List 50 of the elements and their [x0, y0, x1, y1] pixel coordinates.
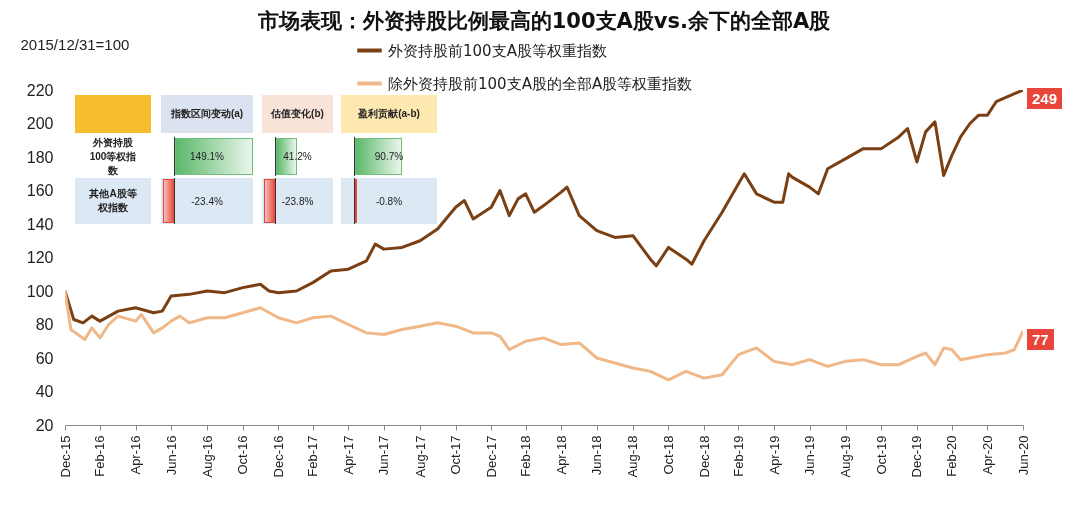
x-tick-label: Feb-17	[305, 435, 321, 477]
x-tick-label: Apr-16	[128, 435, 144, 475]
y-tick-label: 140	[26, 215, 54, 233]
x-tick-label: Dec-15	[57, 435, 73, 478]
x-tick-label: Aug-17	[412, 435, 428, 478]
x-tick-label: Apr-18	[553, 435, 569, 475]
x-tick-label: Jun-17	[376, 435, 392, 476]
annotation: 149.1%	[189, 150, 225, 164]
legend-label: 除外资持股前100支A股的全部A股等权重指数	[388, 74, 693, 93]
legend-label: 外资持股前100支A股等权重指数	[388, 41, 607, 60]
x-tick-label: Oct-16	[235, 435, 251, 475]
y-tick-label: 100	[26, 282, 54, 300]
x-tick-label: Oct-19	[873, 435, 889, 475]
x-tick-label: Feb-19	[730, 435, 746, 477]
x-tick-label: Jun-20	[1015, 435, 1031, 476]
x-tick-label: Dec-19	[909, 435, 925, 478]
y-axis-title: 2015/12/31=100	[20, 35, 130, 53]
x-tick-label: Dec-17	[483, 435, 499, 478]
x-tick-label: Oct-17	[448, 435, 464, 475]
x-tick-label: Aug-16	[199, 435, 215, 478]
x-tick-label: Dec-16	[270, 435, 286, 478]
y-tick-label: 60	[35, 349, 54, 367]
x-tick-label: Feb-16	[92, 435, 108, 477]
x-tick-label: Jun-16	[163, 435, 179, 476]
text: 249	[1027, 88, 1063, 109]
x-tick-label: Aug-19	[838, 435, 854, 478]
y-tick-label: 20	[35, 416, 54, 434]
x-tick-label: Dec-18	[696, 435, 712, 478]
line-series	[65, 289, 1023, 382]
y-tick-label: 120	[26, 249, 54, 266]
annotation: 90.7%	[373, 150, 405, 164]
y-tick-label: 180	[26, 148, 54, 166]
annotation: 外资持股100等权指数	[88, 136, 138, 176]
x-tick-label: Feb-20	[944, 435, 960, 477]
chart-title: 市场表现：外资持股比例最高的100支A股vs.余下的全部A股	[256, 9, 832, 33]
x-tick-label: Oct-18	[660, 435, 676, 475]
line-series	[65, 90, 1023, 325]
y-tick-label: 80	[35, 316, 54, 333]
y-tick-label: 220	[26, 81, 54, 99]
y-tick-label: 40	[35, 383, 54, 400]
text: 77	[1027, 329, 1054, 351]
x-tick-label: Jun-18	[589, 435, 605, 476]
x-tick-label: Apr-19	[766, 435, 782, 475]
x-tick-label: Aug-18	[625, 435, 641, 478]
y-tick-label: 200	[26, 115, 54, 132]
x-tick-label: Apr-17	[340, 435, 356, 475]
y-tick-label: 160	[26, 182, 54, 199]
x-tick-label: Apr-20	[979, 435, 995, 475]
x-tick-label: Feb-18	[518, 435, 534, 477]
x-tick-label: Jun-19	[802, 435, 818, 476]
